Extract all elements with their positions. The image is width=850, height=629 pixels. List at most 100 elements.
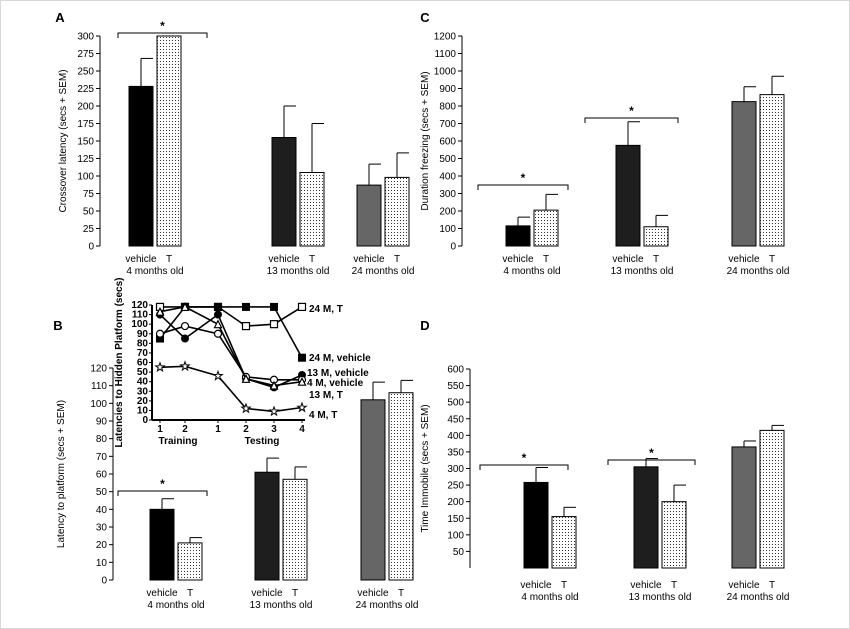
group-label: 4 months old <box>521 592 578 603</box>
inset-series: 4 M, T <box>154 360 337 421</box>
y-tick-label: 400 <box>439 172 456 183</box>
bar-category-label: T <box>671 580 677 591</box>
group-label: 24 months old <box>727 266 790 277</box>
y-tick-label: 20 <box>96 540 108 551</box>
bar-vehicle <box>128 85 154 247</box>
inset-y-tick-label: 20 <box>137 396 149 407</box>
y-tick-label: 0 <box>450 242 456 253</box>
bar-category-label: vehicle <box>502 254 534 265</box>
y-axis-label: Time Immobile (secs + SEM) <box>420 404 431 532</box>
y-tick-label: 200 <box>439 207 456 218</box>
significance-bracket <box>117 490 208 496</box>
bar-treated <box>643 226 669 247</box>
inset-series-line <box>159 365 303 413</box>
bar-category-label: vehicle <box>146 588 178 599</box>
y-tick-label: 175 <box>77 119 94 130</box>
bar-vehicle <box>633 466 659 569</box>
y-tick-label: 1000 <box>434 67 457 78</box>
bar-treated <box>388 392 414 581</box>
y-tick-label: 275 <box>77 49 94 60</box>
inset-marker <box>296 401 308 413</box>
significance-star: * <box>522 451 527 465</box>
inset-y-tick-label: 0 <box>142 415 148 426</box>
y-tick-label: 0 <box>101 576 107 587</box>
bar-vehicle <box>360 399 386 581</box>
y-tick-label: 110 <box>91 381 107 392</box>
y-tick-label: 75 <box>83 189 95 200</box>
inset-marker <box>180 302 190 312</box>
y-tick-label: 400 <box>447 431 464 442</box>
y-tick-label: 80 <box>96 434 108 445</box>
bar-treated <box>551 516 577 569</box>
bar-category-label: vehicle <box>125 254 157 265</box>
y-tick-label: 50 <box>96 487 108 498</box>
inset-marker <box>154 361 166 373</box>
bar-vehicle <box>149 508 175 581</box>
inset-x-tick-label: 2 <box>243 424 249 435</box>
inset-marker <box>240 402 252 414</box>
y-tick-label: 50 <box>83 207 95 218</box>
y-tick-label: 10 <box>96 558 108 569</box>
bar-category-label: T <box>166 254 172 265</box>
inset-y-tick-label: 60 <box>137 358 149 369</box>
inset-series: 13 M, T <box>155 302 343 401</box>
inset-series-label: 24 M, T <box>309 304 343 315</box>
y-tick-label: 500 <box>447 398 464 409</box>
panel-C: C 0 100 200 300 400 500 600 700 800 900 1000 1100 120… <box>420 10 789 277</box>
inset-x-group-label: Testing <box>245 436 280 447</box>
group-label: 4 months old <box>126 266 183 277</box>
y-tick-label: 25 <box>83 224 95 235</box>
inset-marker <box>213 319 223 329</box>
y-tick-label: 150 <box>447 514 464 525</box>
inset-x-tick-label: 4 <box>299 424 305 435</box>
inset-y-axis-label: Latencies to Hidden Platform (secs) <box>114 277 125 447</box>
inset-series-line <box>159 306 303 387</box>
panel-letter: B <box>53 318 62 333</box>
inset-y-tick-label: 30 <box>137 386 149 397</box>
y-tick-label: 100 <box>77 172 94 183</box>
y-axis-label: Duration freezing (secs + SEM) <box>420 71 431 210</box>
group-label: 24 months old <box>352 266 415 277</box>
inset-y-tick-label: 10 <box>137 405 149 416</box>
inset-x-tick-label: 3 <box>271 424 277 435</box>
y-tick-label: 150 <box>77 137 94 148</box>
bar-treated <box>661 501 687 569</box>
inset-series-label: 13 M, vehicle <box>307 368 369 379</box>
group-label: 24 months old <box>727 592 790 603</box>
significance-bracket <box>117 32 208 38</box>
bar-category-label: vehicle <box>520 580 552 591</box>
group-label: 4 months old <box>503 266 560 277</box>
significance-star: * <box>160 477 165 491</box>
bar-category-label: T <box>187 588 193 599</box>
inset-marker <box>270 302 278 311</box>
y-tick-label: 90 <box>96 417 108 428</box>
y-tick-label: 250 <box>77 67 94 78</box>
inset-x-tick-label: 1 <box>215 424 221 435</box>
group-label: 13 months old <box>611 266 674 277</box>
bar-category-label: T <box>543 254 549 265</box>
group-label: 4 months old <box>147 600 204 611</box>
y-tick-label: 300 <box>447 464 464 475</box>
bar-category-label: vehicle <box>728 254 760 265</box>
inset-y-tick-label: 120 <box>131 300 148 311</box>
bar-treated <box>759 94 785 247</box>
significance-star: * <box>649 446 654 460</box>
group-label: 13 months old <box>629 592 692 603</box>
panel-letter: A <box>55 10 65 25</box>
inset-marker <box>242 302 250 311</box>
bar-category-label: T <box>561 580 567 591</box>
inset-marker <box>181 334 189 343</box>
bar-category-label: vehicle <box>353 254 385 265</box>
inset-marker <box>268 405 280 417</box>
y-tick-label: 800 <box>439 102 456 113</box>
panel-A: A 0 25 50 75 100 125 150 175 200 225 250 275 300 Cross… <box>55 10 414 277</box>
significance-bracket <box>477 184 569 190</box>
bar-category-label: T <box>398 588 404 599</box>
inset-series-label: 24 M, vehicle <box>309 353 371 364</box>
y-tick-label: 1200 <box>434 32 457 43</box>
bar-category-label: vehicle <box>251 588 283 599</box>
bar-category-label: vehicle <box>357 588 389 599</box>
group-label: 13 months old <box>250 600 313 611</box>
y-tick-label: 125 <box>77 154 94 165</box>
